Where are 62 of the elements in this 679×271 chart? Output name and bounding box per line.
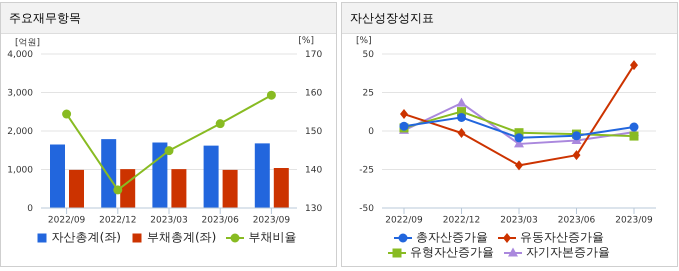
y-tick-label: -25 (359, 166, 374, 176)
point (630, 132, 638, 141)
bar (204, 146, 219, 208)
point (630, 122, 638, 132)
point (456, 98, 466, 107)
x-tick-label: 2023/09 (252, 215, 290, 226)
x-tick-label: 2022/09 (385, 215, 423, 226)
point (572, 150, 580, 160)
legend-label: 자산총계(좌) (50, 230, 121, 245)
legend-label: 부채비율 (247, 230, 296, 245)
y2-tick-label: 160 (305, 88, 322, 99)
y-tick-label: 2,000 (7, 127, 34, 138)
x-tick-label: 2023/03 (150, 215, 188, 226)
chart-title: 자산성장성지표 (342, 3, 677, 34)
point (164, 146, 174, 156)
y2-tick-label: 140 (305, 166, 322, 176)
y-tick-label: 25 (362, 88, 374, 99)
legend-label: 유형자산증가율 (409, 245, 494, 260)
legend-label: 부채총계(좌) (146, 230, 216, 245)
x-tick-label: 2023/03 (500, 215, 538, 226)
y2-axis-title: [%] (298, 36, 314, 46)
y-tick-label: 4,000 (7, 50, 34, 60)
y-tick-label: 0 (368, 127, 374, 138)
legend-label: 자기자본증가율 (525, 245, 610, 260)
y-tick-label: 3,000 (7, 88, 34, 99)
legend-label: 유동자산증가율 (519, 230, 604, 245)
bar (254, 143, 270, 208)
x-tick-label: 2022/12 (99, 215, 136, 226)
y-tick-label: -50 (359, 204, 374, 214)
y-tick-label: 1,000 (7, 166, 34, 176)
y-tick-label: 0 (27, 204, 34, 214)
point (400, 109, 408, 120)
bar (50, 144, 65, 208)
point (62, 110, 72, 119)
y2-tick-label: 150 (305, 127, 322, 138)
y-tick-label: 50 (362, 50, 374, 60)
point (216, 119, 225, 128)
point (458, 128, 466, 138)
y2-tick-label: 130 (305, 204, 322, 214)
bar (69, 170, 84, 208)
x-tick-label: 2023/09 (615, 215, 653, 226)
bar (101, 139, 116, 208)
x-tick-label: 2023/06 (558, 215, 596, 226)
point (457, 112, 466, 122)
x-tick-label: 2022/12 (442, 215, 480, 226)
point (514, 133, 524, 142)
bar (274, 168, 289, 208)
y-axis-title: [억원] (15, 37, 40, 49)
y-axis-title: [%] (356, 36, 372, 46)
chart-title: 주요재무항목 (1, 3, 336, 34)
point (630, 60, 638, 70)
x-tick-label: 2022/09 (48, 215, 86, 226)
bar (171, 169, 186, 208)
bar (120, 169, 136, 208)
bar (152, 142, 168, 208)
point (113, 185, 122, 194)
y2-tick-label: 170 (305, 50, 322, 60)
x-tick-label: 2023/06 (202, 215, 240, 226)
point (266, 90, 276, 100)
legend-label: 총자산증가율 (415, 230, 488, 245)
bar (222, 170, 238, 208)
point (515, 160, 523, 170)
